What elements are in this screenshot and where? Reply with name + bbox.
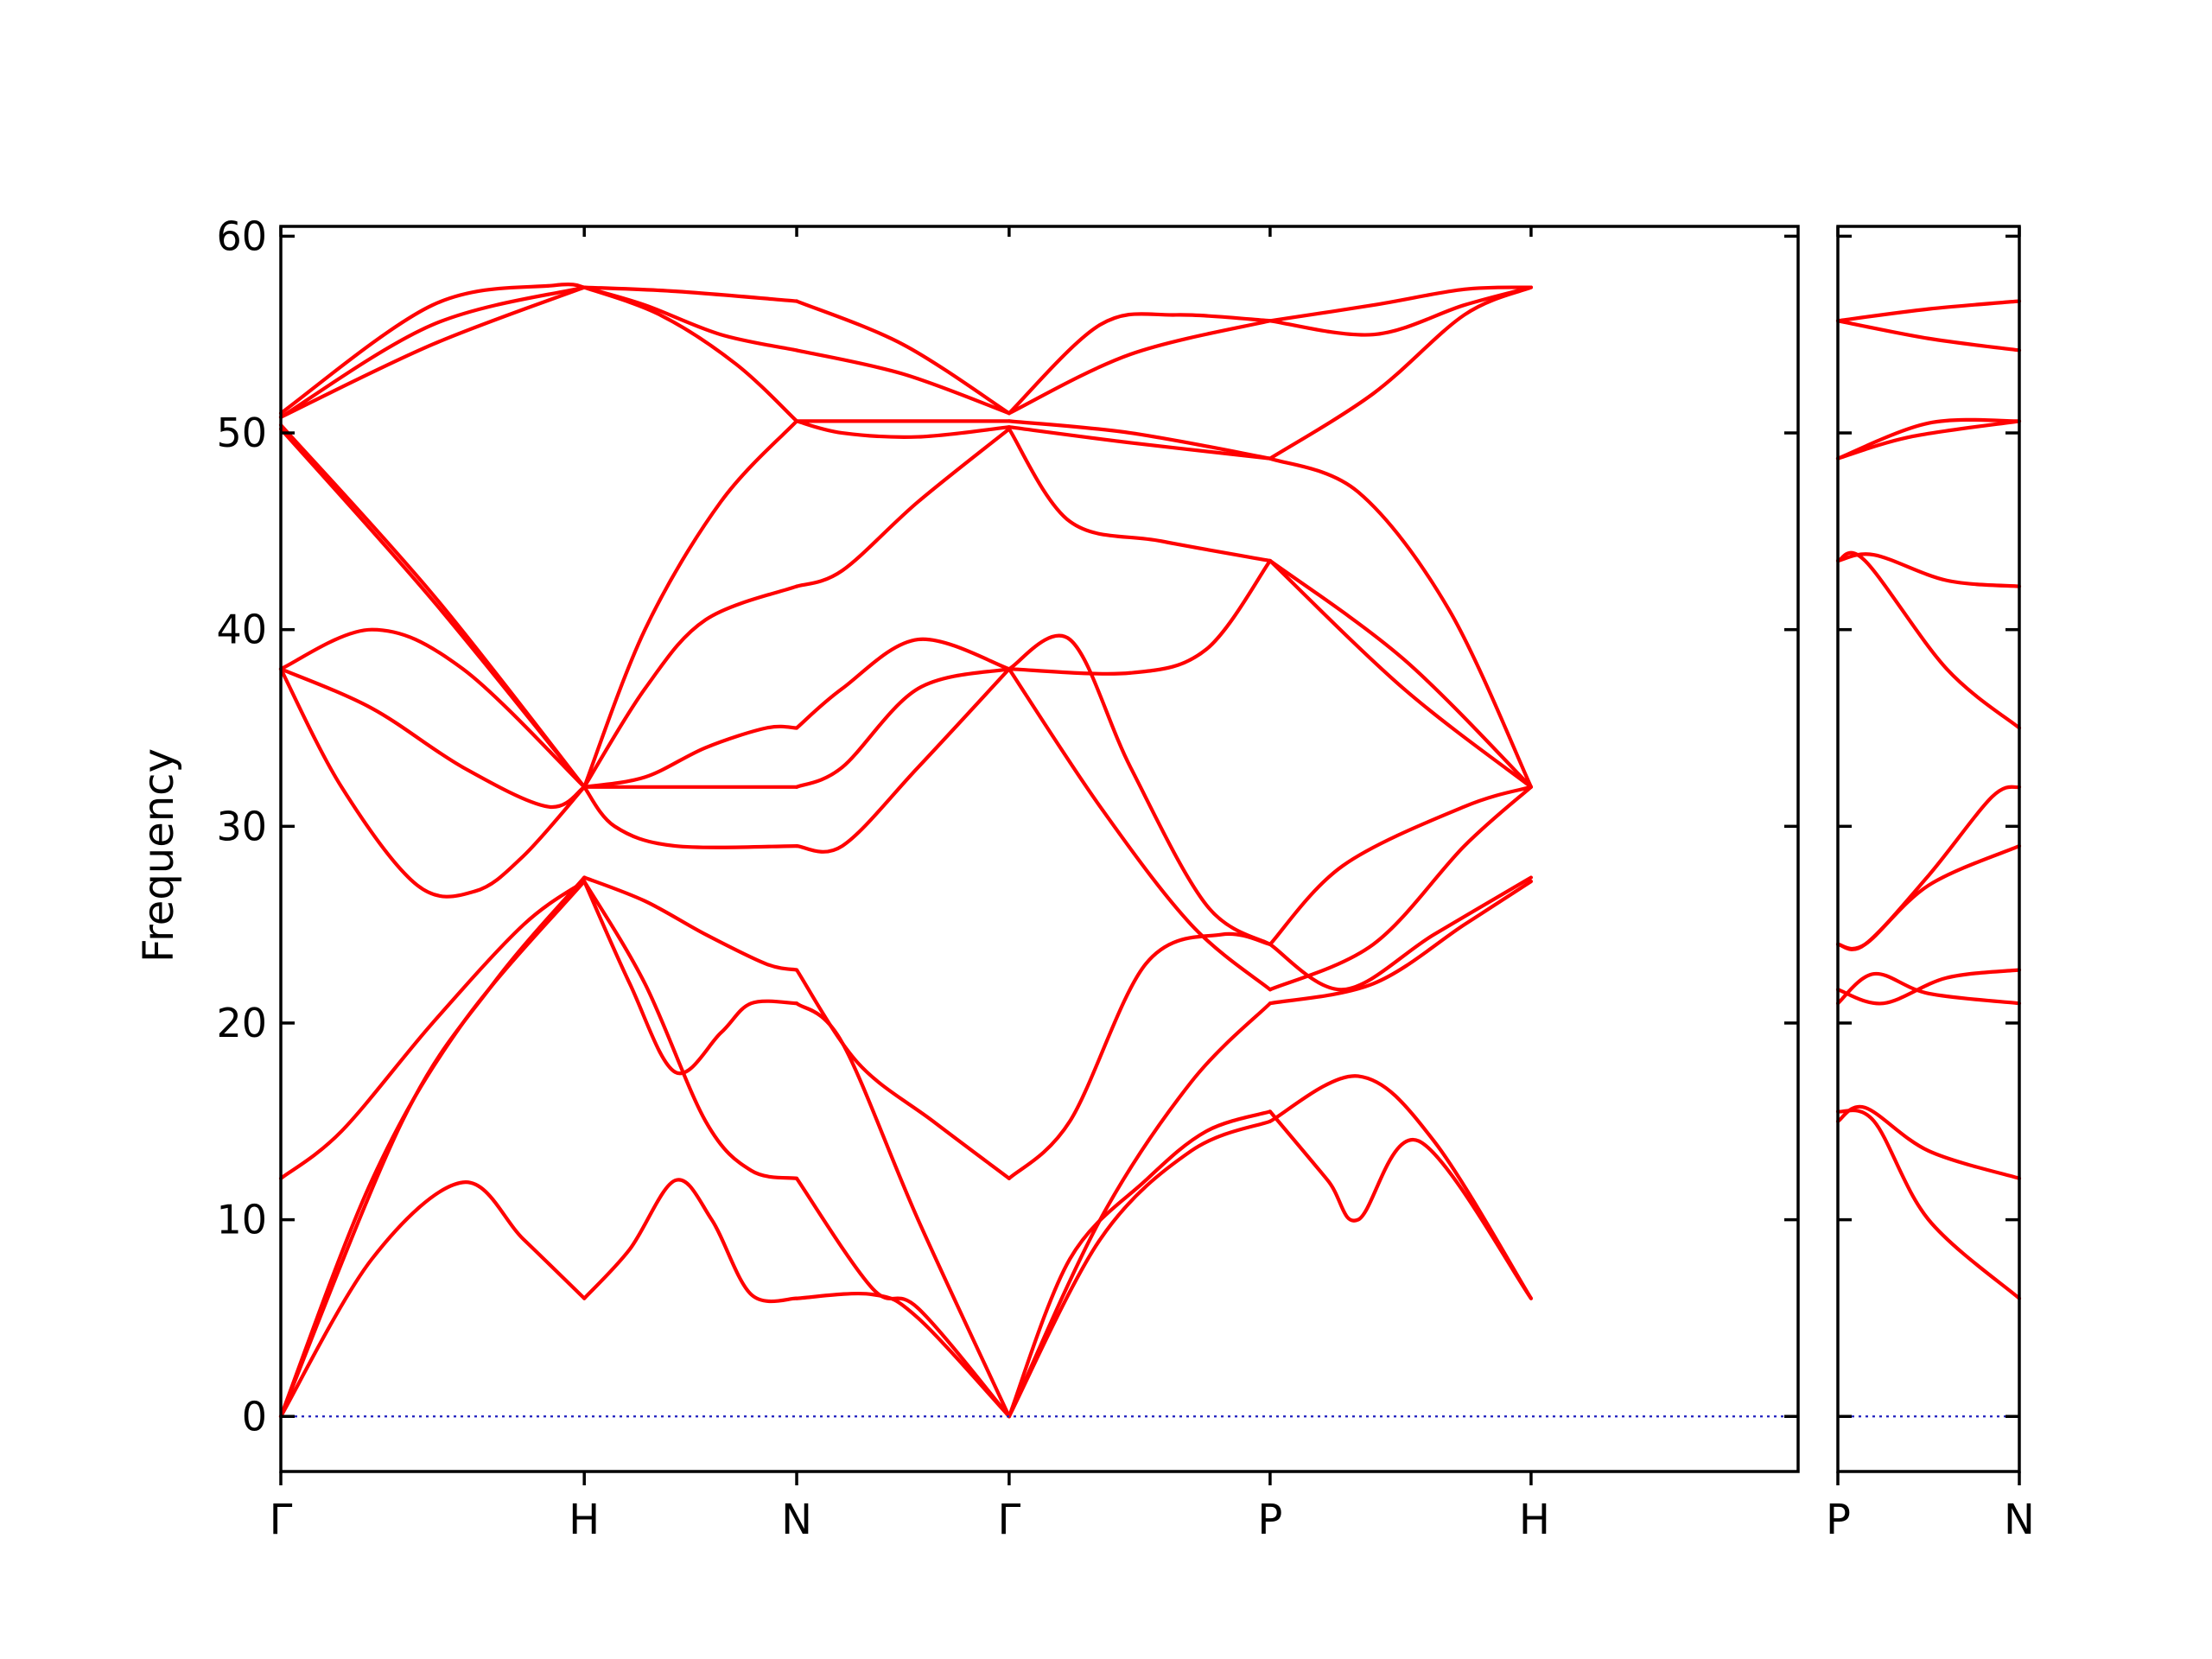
band-line bbox=[794, 667, 1011, 854]
band-line bbox=[794, 427, 1011, 588]
band-line bbox=[1835, 1104, 2022, 1180]
y-tick-label: 20 bbox=[216, 1000, 267, 1046]
band-line bbox=[794, 419, 1011, 439]
y-tick-label: 10 bbox=[216, 1197, 267, 1243]
band-line bbox=[582, 879, 799, 1180]
band-line bbox=[1007, 425, 1273, 461]
y-tick-label: 40 bbox=[216, 607, 267, 653]
band-line bbox=[794, 1291, 1011, 1419]
y-tick-label: 30 bbox=[216, 803, 267, 849]
band-line bbox=[794, 637, 1011, 730]
band-line bbox=[582, 879, 799, 1076]
k-point-label: N bbox=[781, 1496, 812, 1544]
band-line bbox=[582, 285, 799, 303]
band-line bbox=[582, 1178, 799, 1304]
band-line bbox=[1007, 1109, 1273, 1419]
band-line bbox=[1007, 931, 1273, 1180]
band-line bbox=[1007, 312, 1273, 416]
y-tick-label: 0 bbox=[242, 1393, 267, 1440]
band-line bbox=[1007, 558, 1273, 676]
band-line bbox=[794, 1176, 1011, 1419]
band-line bbox=[1007, 1001, 1273, 1419]
band-line bbox=[1007, 419, 1273, 461]
y-ticks-main: 0 10 20 30 40 50 60 bbox=[216, 213, 1798, 1440]
band-line bbox=[1007, 427, 1273, 563]
band-line bbox=[1835, 968, 2022, 1006]
bands-main bbox=[278, 283, 1534, 1419]
band-line bbox=[1835, 550, 2022, 730]
band-line bbox=[1268, 785, 1534, 992]
band-line bbox=[794, 968, 1011, 1180]
y-axis-title-group: Frequency bbox=[135, 748, 183, 963]
band-line bbox=[794, 348, 1011, 416]
k-point-label: H bbox=[569, 1496, 600, 1544]
band-line bbox=[1268, 1074, 1534, 1300]
band-line bbox=[278, 627, 587, 789]
band-line bbox=[1268, 558, 1534, 789]
band-line bbox=[794, 1001, 1011, 1419]
band-line bbox=[278, 1180, 587, 1419]
band-line bbox=[278, 667, 587, 899]
y-ticks-right bbox=[1838, 234, 2019, 1419]
k-point-label: Γ bbox=[270, 1496, 293, 1544]
band-line bbox=[1835, 785, 2022, 951]
band-line bbox=[582, 724, 799, 789]
k-point-label: Γ bbox=[998, 1496, 1021, 1544]
band-line bbox=[278, 879, 587, 1180]
band-line bbox=[1007, 633, 1273, 947]
band-line bbox=[1268, 285, 1534, 461]
k-point-label: N bbox=[2004, 1496, 2035, 1544]
band-line bbox=[1007, 319, 1273, 416]
k-point-label: P bbox=[1257, 1496, 1282, 1544]
band-line bbox=[1835, 971, 2022, 1006]
band-line bbox=[794, 667, 1011, 789]
band-line bbox=[278, 285, 587, 419]
band-line bbox=[1835, 419, 2022, 461]
band-line bbox=[794, 299, 1011, 416]
panel-main: 0 10 20 30 40 50 60 Γ H N Γ P H bbox=[216, 213, 1800, 1544]
band-line bbox=[1835, 319, 2022, 353]
band-line bbox=[278, 879, 587, 1419]
band-line bbox=[1835, 417, 2022, 461]
band-line bbox=[1268, 558, 1534, 789]
band-line bbox=[1268, 285, 1534, 337]
band-line bbox=[278, 427, 587, 789]
y-tick-label: 50 bbox=[216, 410, 267, 456]
plot-frame bbox=[279, 225, 1800, 1473]
band-line bbox=[1268, 1109, 1534, 1300]
band-line bbox=[1835, 1108, 2022, 1300]
band-line bbox=[1268, 879, 1534, 1006]
band-line bbox=[278, 283, 587, 416]
k-point-label: H bbox=[1519, 1496, 1550, 1544]
y-axis-title: Frequency bbox=[135, 748, 183, 963]
bands-right bbox=[1835, 299, 2022, 1300]
band-line bbox=[1835, 843, 2022, 951]
plot-frame bbox=[1836, 225, 2021, 1473]
band-line bbox=[582, 419, 799, 789]
k-point-label: P bbox=[1826, 1496, 1851, 1544]
band-line bbox=[1835, 299, 2022, 323]
band-line bbox=[582, 584, 799, 789]
band-line bbox=[1268, 456, 1534, 789]
band-line bbox=[1268, 285, 1534, 323]
band-line bbox=[1007, 667, 1273, 992]
band-line bbox=[582, 785, 799, 849]
band-line bbox=[582, 875, 799, 972]
y-tick-label: 60 bbox=[216, 213, 267, 259]
band-line bbox=[1835, 552, 2022, 588]
band-line bbox=[278, 285, 587, 419]
band-line bbox=[1007, 1119, 1273, 1419]
band-line bbox=[582, 285, 799, 423]
band-line bbox=[278, 423, 587, 789]
band-line bbox=[278, 875, 587, 1419]
band-line bbox=[1268, 875, 1534, 992]
band-line bbox=[278, 667, 587, 809]
band-line bbox=[1268, 785, 1534, 947]
